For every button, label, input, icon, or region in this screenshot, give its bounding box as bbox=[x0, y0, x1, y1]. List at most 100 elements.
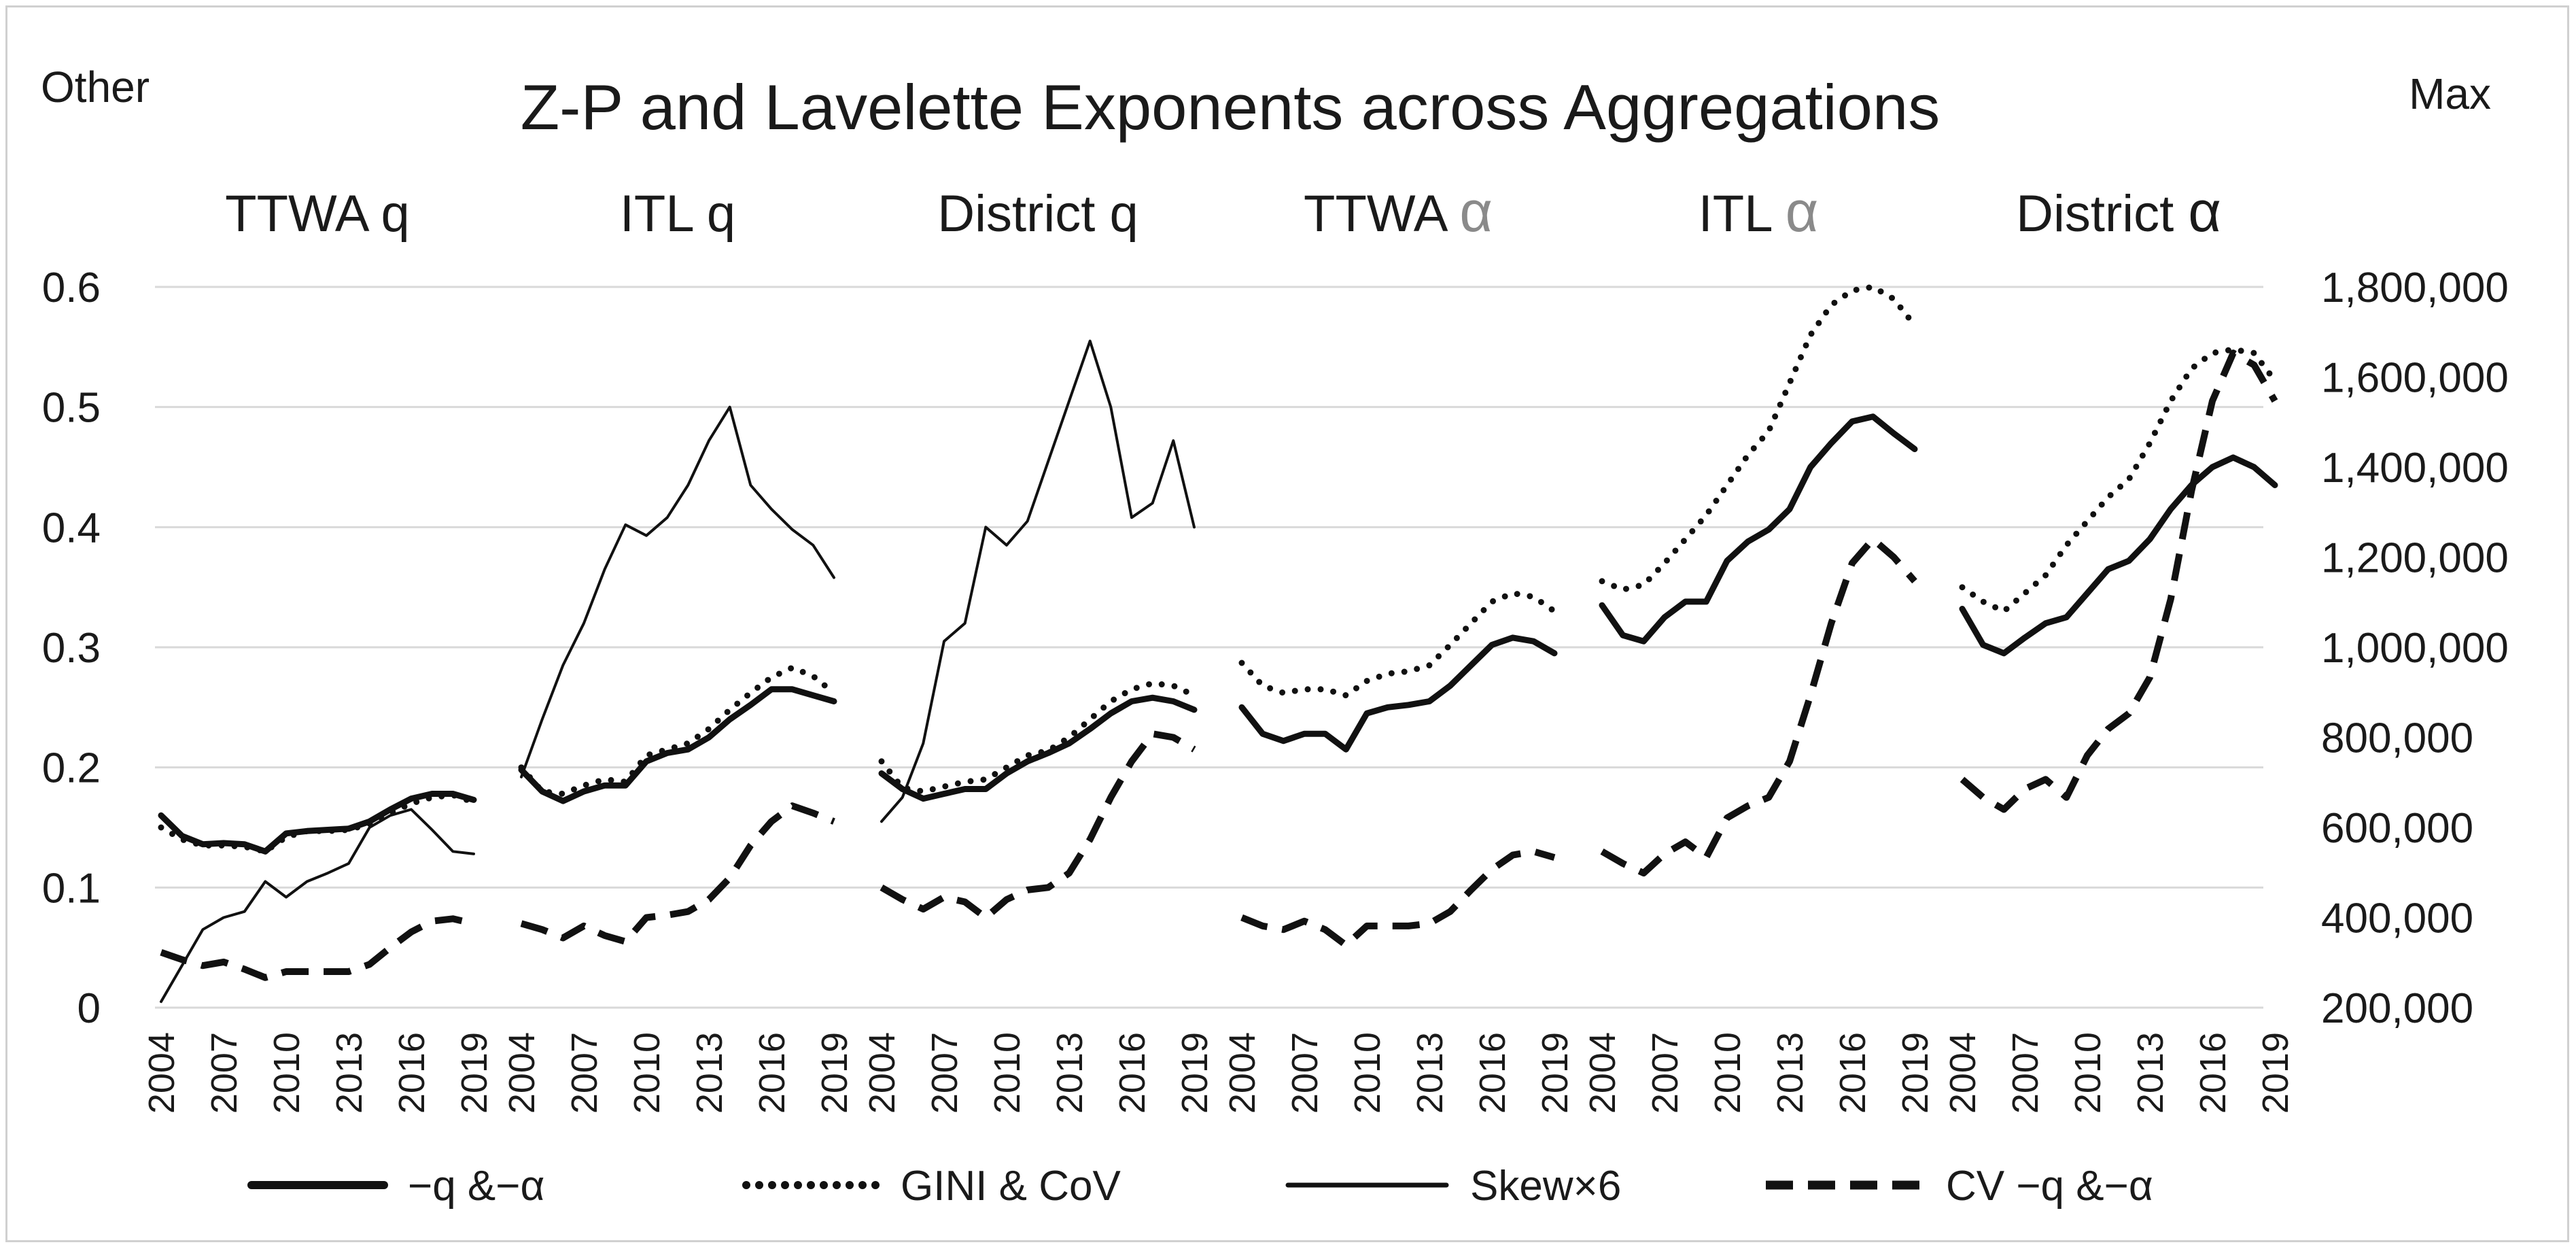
gini-cov-line bbox=[1599, 284, 1918, 593]
x-tick-label: 2010 bbox=[266, 1032, 307, 1114]
x-tick-label: 2016 bbox=[1112, 1032, 1153, 1114]
x-tick-label: 2019 bbox=[454, 1032, 495, 1114]
cv-line bbox=[1960, 349, 2278, 813]
gini-cov-line bbox=[1959, 346, 2278, 615]
right-tick-label: 200,000 bbox=[2321, 985, 2473, 1032]
x-tick-label: 2019 bbox=[1535, 1032, 1576, 1114]
x-tick-label: 2013 bbox=[1410, 1032, 1450, 1114]
group-label: TTWA q bbox=[225, 185, 410, 243]
skew-x6-line bbox=[160, 808, 475, 1004]
x-tick-label: 2007 bbox=[1645, 1032, 1686, 1114]
legend-label: GINI & CoV bbox=[901, 1163, 1121, 1210]
legend: −q &−α GINI & CoV Skew×6 CV −q &−α bbox=[247, 1163, 2153, 1210]
chart-title: Z-P and Lavelette Exponents across Aggre… bbox=[521, 71, 1940, 143]
right-axis-label: Max bbox=[2409, 69, 2491, 118]
x-tick-label: 2007 bbox=[204, 1032, 245, 1114]
cv-line bbox=[1600, 536, 1917, 877]
group-label: TTWA α bbox=[1304, 179, 1493, 243]
x-tick-label: 2013 bbox=[1049, 1032, 1090, 1114]
x-tick-label: 2004 bbox=[1943, 1032, 1983, 1114]
gini-cov-line bbox=[878, 680, 1198, 795]
x-tick-label: 2013 bbox=[329, 1032, 370, 1114]
group-0 bbox=[158, 791, 477, 1004]
left-tick-label: 0 bbox=[77, 985, 101, 1032]
x-tick-label: 2004 bbox=[141, 1032, 182, 1114]
neg-q-alpha-line bbox=[1959, 454, 2278, 657]
x-tick-label: 2013 bbox=[1770, 1032, 1811, 1114]
group-label: District q bbox=[937, 185, 1138, 243]
neg-q-alpha-line bbox=[158, 791, 477, 855]
group-3 bbox=[1238, 590, 1558, 949]
group-label: District α bbox=[2016, 179, 2221, 243]
left-tick-label: 0.3 bbox=[42, 625, 101, 672]
gini-cov-line bbox=[518, 664, 837, 797]
x-tick-label: 2007 bbox=[924, 1032, 965, 1114]
legend-label: −q &−α bbox=[408, 1163, 544, 1210]
x-tick-label: 2016 bbox=[752, 1032, 793, 1114]
right-tick-label: 600,000 bbox=[2321, 805, 2473, 852]
x-tick-label: 2010 bbox=[2068, 1032, 2108, 1114]
group-2 bbox=[878, 339, 1198, 921]
neg-q-alpha-line bbox=[518, 686, 837, 804]
group-labels: TTWA q ITL q District q TTWA α ITL α District… bbox=[225, 179, 2221, 243]
x-tick-label: 2019 bbox=[2255, 1032, 2296, 1114]
left-tick-label: 0.4 bbox=[42, 504, 101, 551]
x-axis-ticks: 2004 2007 2010 2013 2016 2019 2004 2007 2010 2013… bbox=[141, 1032, 2296, 1114]
right-tick-label: 1,600,000 bbox=[2321, 355, 2509, 402]
cv-line bbox=[520, 802, 835, 945]
x-tick-label: 2013 bbox=[2130, 1032, 2171, 1114]
left-tick-label: 0.6 bbox=[42, 264, 101, 311]
skew-x6-line bbox=[520, 405, 835, 779]
cv-line bbox=[880, 730, 1196, 921]
x-tick-label: 2013 bbox=[689, 1032, 730, 1114]
group-4 bbox=[1599, 284, 1918, 877]
right-tick-label: 1,200,000 bbox=[2321, 535, 2509, 582]
left-axis-label: Other bbox=[41, 63, 150, 112]
x-tick-label: 2004 bbox=[1582, 1032, 1623, 1114]
group-1 bbox=[518, 405, 837, 945]
x-tick-label: 2016 bbox=[1832, 1032, 1873, 1114]
x-tick-label: 2019 bbox=[1895, 1032, 1936, 1114]
x-tick-label: 2010 bbox=[987, 1032, 1028, 1114]
chart-area bbox=[5, 5, 2569, 1242]
group-label: ITL α bbox=[1699, 179, 1819, 243]
right-tick-label: 1,800,000 bbox=[2321, 264, 2509, 311]
x-tick-label: 2010 bbox=[627, 1032, 667, 1114]
left-tick-label: 0.2 bbox=[42, 745, 101, 792]
right-tick-label: 400,000 bbox=[2321, 895, 2473, 942]
x-tick-label: 2019 bbox=[1174, 1032, 1215, 1114]
gridlines bbox=[155, 286, 2263, 1009]
series-layer bbox=[158, 284, 2278, 1004]
x-tick-label: 2016 bbox=[391, 1032, 432, 1114]
cv-line bbox=[1240, 848, 1556, 949]
left-tick-label: 0.1 bbox=[42, 865, 101, 912]
neg-q-alpha-line bbox=[1599, 413, 1918, 645]
x-tick-label: 2007 bbox=[564, 1032, 605, 1114]
cv-line bbox=[160, 915, 475, 981]
gini-cov-line bbox=[1238, 590, 1558, 699]
skew-x6-line bbox=[880, 339, 1196, 823]
legend-label: Skew×6 bbox=[1470, 1163, 1621, 1210]
x-tick-label: 2004 bbox=[1222, 1032, 1263, 1114]
legend-label: CV −q &−α bbox=[1946, 1163, 2153, 1210]
right-tick-label: 1,000,000 bbox=[2321, 625, 2509, 672]
x-tick-label: 2004 bbox=[862, 1032, 903, 1114]
group-label: ITL q bbox=[620, 185, 735, 243]
left-tick-label: 0.5 bbox=[42, 385, 101, 432]
x-tick-label: 2004 bbox=[502, 1032, 542, 1114]
x-tick-label: 2016 bbox=[2193, 1032, 2233, 1114]
group-5 bbox=[1959, 346, 2278, 813]
right-tick-label: 800,000 bbox=[2321, 715, 2473, 762]
neg-q-alpha-line bbox=[878, 694, 1198, 802]
x-tick-label: 2007 bbox=[1285, 1032, 1325, 1114]
x-tick-label: 2019 bbox=[814, 1032, 855, 1114]
right-tick-label: 1,400,000 bbox=[2321, 445, 2509, 492]
x-tick-label: 2010 bbox=[1347, 1032, 1388, 1114]
x-tick-label: 2007 bbox=[2005, 1032, 2046, 1114]
neg-q-alpha-line bbox=[1238, 634, 1558, 753]
x-tick-label: 2010 bbox=[1707, 1032, 1748, 1114]
left-axis-ticks: 0 0.1 0.2 0.3 0.4 0.5 0.6 bbox=[42, 264, 101, 1032]
x-tick-label: 2016 bbox=[1472, 1032, 1513, 1114]
right-axis-ticks: 200,000 400,000 600,000 800,000 1,000,000 1,2… bbox=[2321, 264, 2509, 1032]
